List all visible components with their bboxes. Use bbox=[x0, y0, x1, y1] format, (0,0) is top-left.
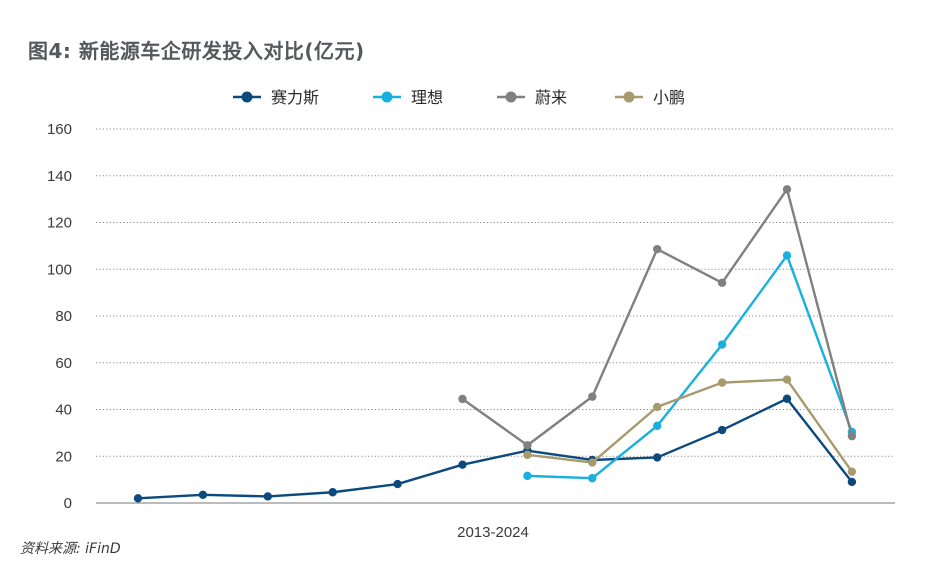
data-point bbox=[133, 494, 143, 503]
data-point bbox=[717, 278, 727, 288]
data-point bbox=[782, 375, 792, 384]
series-line bbox=[527, 378, 853, 473]
data-point bbox=[523, 450, 532, 460]
data-point bbox=[263, 492, 272, 501]
legend-marker bbox=[623, 91, 635, 103]
y-tick-label: 160 bbox=[47, 121, 72, 138]
y-tick-label: 100 bbox=[47, 261, 72, 278]
legend-label: 理想 bbox=[411, 88, 443, 107]
y-tick-label: 20 bbox=[55, 448, 72, 465]
legend-label: 赛力斯 bbox=[271, 88, 319, 107]
data-point bbox=[588, 392, 597, 401]
y-tick-label: 140 bbox=[47, 168, 72, 185]
data-point bbox=[393, 479, 402, 489]
legend-label: 蔚来 bbox=[535, 88, 567, 107]
data-point bbox=[653, 453, 662, 462]
data-point bbox=[782, 185, 792, 194]
data-point bbox=[653, 421, 662, 431]
legend-marker bbox=[241, 91, 253, 103]
data-point bbox=[717, 378, 727, 387]
data-point bbox=[198, 490, 208, 500]
data-point bbox=[523, 441, 532, 450]
y-tick-label: 80 bbox=[55, 308, 72, 325]
y-tick-label: 120 bbox=[47, 215, 72, 232]
data-point bbox=[458, 394, 467, 404]
data-point bbox=[458, 460, 467, 469]
series-line bbox=[137, 397, 853, 500]
x-axis-label: 2013-2024 bbox=[457, 524, 529, 541]
data-point bbox=[653, 244, 662, 254]
legend-marker bbox=[505, 91, 517, 103]
chart-title: 图4: 新能源车企研发投入对比(亿元) bbox=[28, 39, 365, 63]
data-point bbox=[782, 251, 792, 260]
data-point bbox=[523, 471, 532, 481]
y-tick-label: 0 bbox=[64, 495, 72, 512]
data-point bbox=[653, 402, 662, 412]
source-note: 资料来源: iFinD bbox=[20, 541, 121, 557]
y-tick-label: 60 bbox=[55, 355, 72, 372]
y-tick-label: 40 bbox=[55, 402, 72, 419]
series-line bbox=[527, 254, 854, 480]
legend-marker bbox=[381, 91, 393, 103]
data-point bbox=[847, 477, 857, 487]
data-point bbox=[847, 431, 857, 441]
data-point bbox=[847, 467, 857, 476]
data-point bbox=[717, 425, 727, 435]
data-point bbox=[328, 488, 337, 497]
data-point bbox=[588, 474, 597, 483]
legend-label: 小鹏 bbox=[653, 88, 685, 107]
data-point bbox=[717, 340, 727, 349]
data-point bbox=[588, 458, 597, 467]
data-point bbox=[782, 394, 792, 403]
